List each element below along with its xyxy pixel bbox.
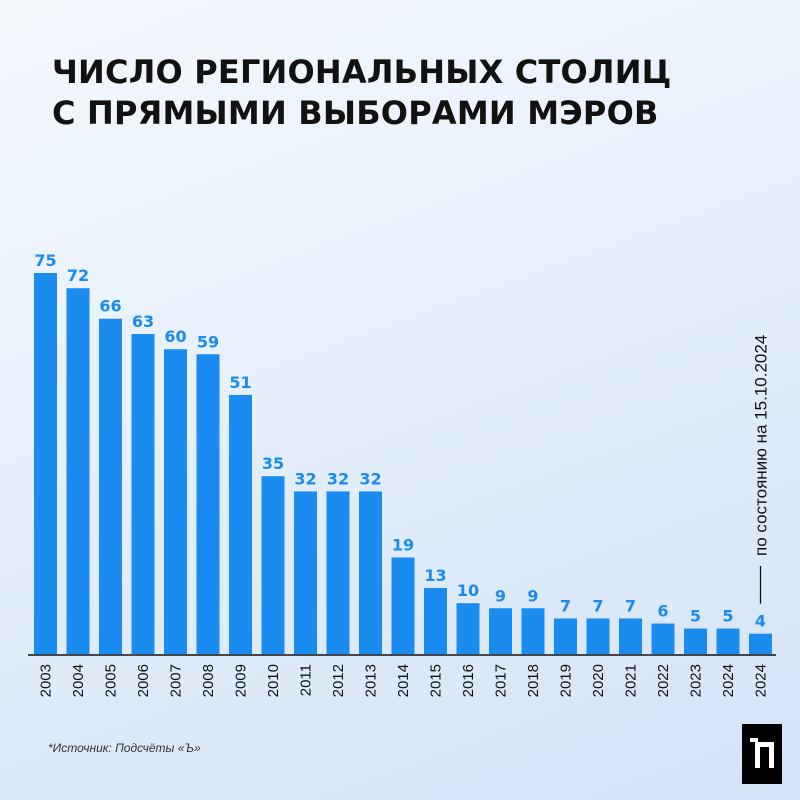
bar-2024-22 [749,633,772,654]
x-tick-label: 2016 [460,664,477,697]
data-label: 9 [527,586,538,605]
data-label: 51 [229,373,251,392]
x-tick-label: 2024 [720,664,737,697]
x-tick-label: 2012 [330,664,347,697]
x-tick-label: 2017 [493,664,510,697]
bar-2008-5 [196,354,220,654]
data-label: 32 [294,469,316,488]
data-label: 72 [67,266,89,285]
bar-2016-13 [456,603,480,654]
bar-2009-6 [229,394,252,654]
source-note: *Источник: Подсчёты «Ъ» [48,741,201,755]
x-tick-label: 2011 [298,664,315,696]
data-label: 5 [690,607,701,626]
data-label: 32 [327,469,349,488]
bar-2021-18 [619,618,642,654]
x-tick-label: 2005 [103,664,120,697]
annotation-note: по состоянию на 15.10.2024 [752,335,771,556]
data-label: 19 [392,535,414,554]
x-tick-label: 2007 [168,664,185,697]
x-tick-label: 2010 [265,664,282,697]
data-label: 75 [34,251,56,270]
x-tick-label: 2022 [655,664,672,697]
data-label: 59 [197,332,219,351]
bar-2004-1 [66,288,90,654]
bar-2020-17 [586,618,610,654]
bar-2014-11 [391,557,415,654]
bar-2013-10 [359,491,382,654]
title-line-2: С ПРЯМЫМИ ВЫБОРАМИ МЭРОВ [52,94,659,132]
x-tick-label: 2018 [525,664,542,697]
bar-2022-19 [651,623,675,654]
data-label: 60 [164,327,186,346]
x-tick-label: 2023 [688,664,705,697]
bar-2003-0 [34,273,57,654]
x-tick-label: 2013 [363,664,380,697]
x-tick-label: 2014 [395,664,412,697]
bar-2024-21 [716,628,740,654]
x-tick-label: 2021 [623,664,640,697]
bar-2010-7 [261,476,285,654]
data-label: 7 [592,596,603,615]
data-label: 32 [359,469,381,488]
x-tick-label: 2008 [200,664,217,697]
logo-glyph-icon [750,738,774,768]
data-label: 9 [495,586,506,605]
data-label: 7 [560,596,571,615]
data-label: 7 [625,596,636,615]
chart-title: ЧИСЛО РЕГИОНАЛЬНЫХ СТОЛИЦ С ПРЯМЫМИ ВЫБО… [52,52,672,134]
x-tick-label: 2020 [590,664,607,697]
data-label: 66 [99,297,121,316]
x-tick-label: 2003 [38,664,55,697]
x-tick-label: 2004 [70,664,87,697]
bar-2023-20 [684,628,707,654]
publisher-logo [742,724,782,784]
data-label: 35 [262,454,284,473]
bar-2006-3 [131,333,155,654]
x-tick-label: 2006 [135,664,152,697]
bar-2018-15 [521,608,545,654]
bar-2012-9 [326,491,350,654]
bar-2005-2 [99,318,122,654]
bar-2017-14 [489,608,512,654]
data-label: 10 [457,581,479,600]
bar-2019-16 [554,618,577,654]
data-label: 63 [132,312,154,331]
data-label: 4 [755,612,766,631]
x-tick-label: 2019 [558,664,575,697]
title-line-1: ЧИСЛО РЕГИОНАЛЬНЫХ СТОЛИЦ [52,53,672,91]
data-label: 5 [722,607,733,626]
bar-2015-12 [424,587,447,654]
x-tick-label: 2024 [753,664,770,697]
data-label: 6 [657,602,668,621]
x-tick-label: 2015 [428,664,445,697]
bar-2011-8 [294,491,317,654]
data-label: 13 [424,566,446,585]
x-tick-label: 2009 [233,664,250,697]
bar-2007-4 [164,349,187,654]
